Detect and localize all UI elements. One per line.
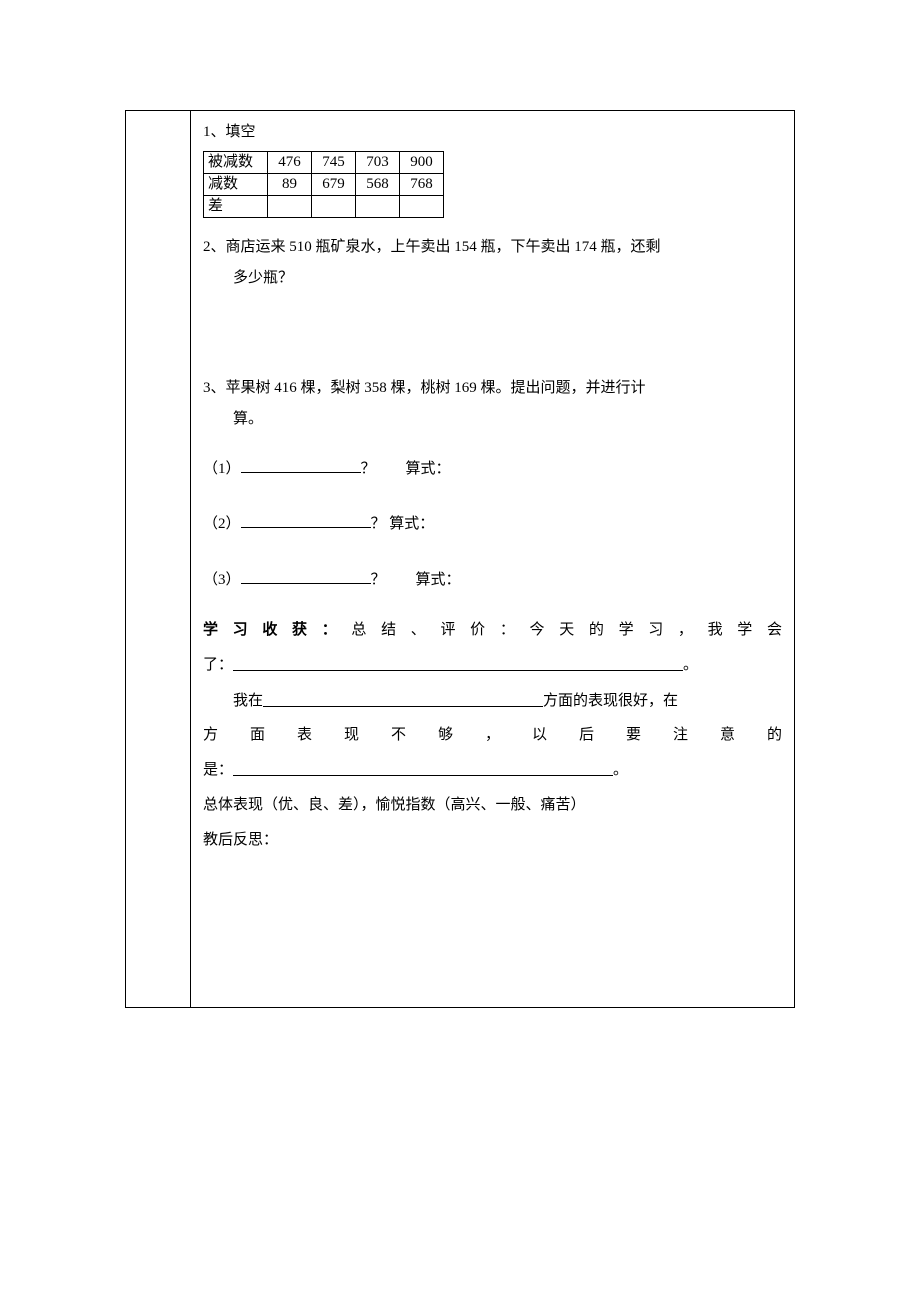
cell: 679 bbox=[312, 173, 356, 195]
sub-prefix: （1） bbox=[203, 461, 241, 477]
content-cell: 1、填空 被减数 476 745 703 900 减数 89 679 568 bbox=[191, 111, 795, 1008]
blank-field[interactable] bbox=[241, 510, 371, 528]
learn-line2: 了： 。 bbox=[203, 647, 782, 683]
q2-line2: 多少瓶？ bbox=[203, 263, 782, 295]
cell[interactable] bbox=[312, 195, 356, 217]
cell: 476 bbox=[268, 151, 312, 173]
cell: 768 bbox=[400, 173, 444, 195]
sub-suffix: ？ 算式： bbox=[361, 461, 451, 477]
learn-label: 学习收获： bbox=[203, 622, 351, 638]
answer-space bbox=[203, 295, 782, 367]
row-header-subtrahend: 减数 bbox=[204, 173, 268, 195]
period: 。 bbox=[683, 657, 698, 673]
q3-sub1: （1） ？ 算式： bbox=[203, 454, 782, 486]
table-row: 差 bbox=[204, 195, 444, 217]
learn-line3: 我在 方面的表现很好，在 bbox=[203, 683, 782, 719]
cell: 745 bbox=[312, 151, 356, 173]
q3-sub3: （3） ？ 算式： bbox=[203, 565, 782, 597]
sub-suffix: ？ 算式： bbox=[371, 572, 461, 588]
blank-field[interactable] bbox=[233, 761, 613, 776]
cell: 703 bbox=[356, 151, 400, 173]
le-text: 了： bbox=[203, 657, 233, 673]
cell: 568 bbox=[356, 173, 400, 195]
sub-prefix: （2） bbox=[203, 516, 241, 532]
blank-field[interactable] bbox=[241, 455, 361, 473]
reflection-space bbox=[203, 857, 782, 947]
fangmian-text: 方面的表现很好，在 bbox=[543, 693, 678, 709]
q1-title: 1、填空 bbox=[203, 117, 782, 149]
blank-field[interactable] bbox=[263, 692, 543, 707]
cell[interactable] bbox=[356, 195, 400, 217]
row-header-minuend: 被减数 bbox=[204, 151, 268, 173]
cell: 900 bbox=[400, 151, 444, 173]
q3-line2: 算。 bbox=[203, 404, 782, 436]
q3-sub2: （2） ？ 算式： bbox=[203, 509, 782, 541]
sub-suffix: ？ 算式： bbox=[371, 516, 435, 532]
cell[interactable] bbox=[268, 195, 312, 217]
cell: 89 bbox=[268, 173, 312, 195]
left-margin-cell bbox=[126, 111, 191, 1008]
period: 。 bbox=[613, 762, 628, 778]
q1-table: 被减数 476 745 703 900 减数 89 679 568 768 bbox=[203, 151, 444, 218]
table-row: 减数 89 679 568 768 bbox=[204, 173, 444, 195]
worksheet-frame: 1、填空 被减数 476 745 703 900 减数 89 679 568 bbox=[125, 110, 795, 1008]
learn-reflection: 教后反思： bbox=[203, 823, 782, 858]
shi-text: 是： bbox=[203, 762, 233, 778]
learn-line1: 学习收获：总结、评价：今天的学习，我学会 bbox=[203, 614, 782, 647]
row-header-diff: 差 bbox=[204, 195, 268, 217]
learn-line4: 方面表现不够，以后要注意的 bbox=[203, 719, 782, 752]
learn-tail: 总结、评价：今天的学习，我学会 bbox=[351, 622, 782, 638]
table-row: 被减数 476 745 703 900 bbox=[204, 151, 444, 173]
q2-line1: 2、商店运来 510 瓶矿泉水，上午卖出 154 瓶，下午卖出 174 瓶，还剩 bbox=[203, 232, 782, 264]
sub-prefix: （3） bbox=[203, 572, 241, 588]
cell[interactable] bbox=[400, 195, 444, 217]
q3-line1: 3、苹果树 416 棵，梨树 358 棵，桃树 169 棵。提出问题，并进行计 bbox=[203, 373, 782, 405]
blank-field[interactable] bbox=[241, 566, 371, 584]
learn-rating: 总体表现（优、良、差），愉悦指数（高兴、一般、痛苦） bbox=[203, 788, 782, 823]
wozai-text: 我在 bbox=[233, 693, 263, 709]
blank-field[interactable] bbox=[233, 656, 683, 671]
learn-line5: 是： 。 bbox=[203, 752, 782, 788]
